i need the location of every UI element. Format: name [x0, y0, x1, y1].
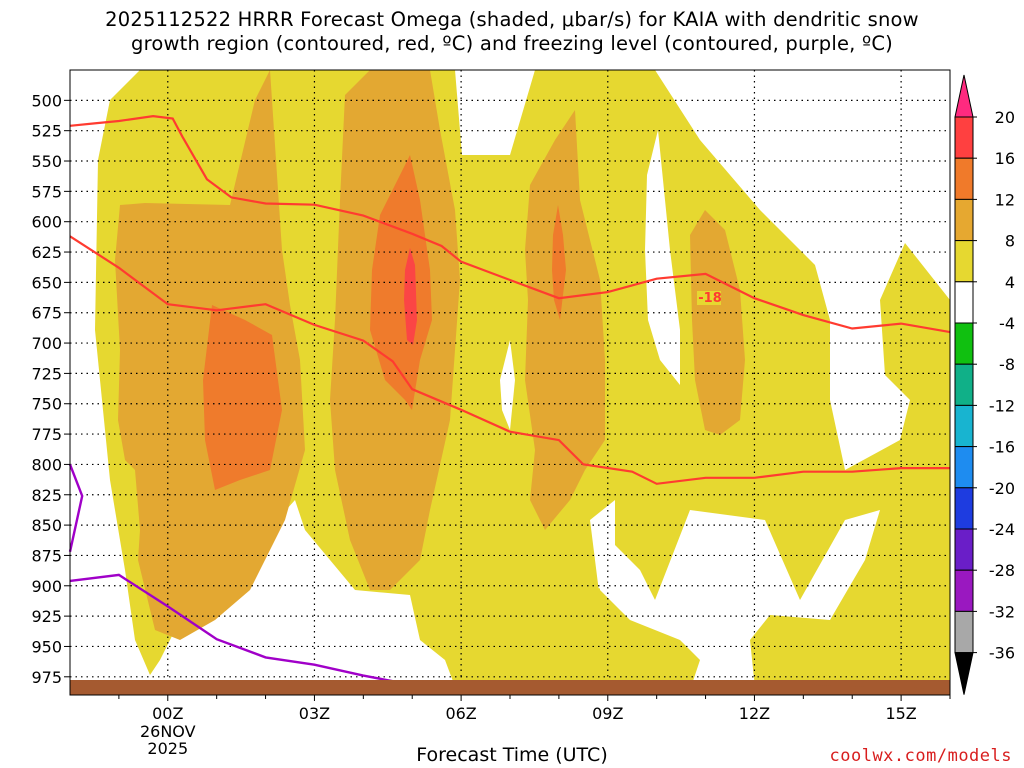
- colorbar-label: -12: [989, 396, 1015, 415]
- colorbar-label: -32: [989, 602, 1015, 621]
- omega-field: [95, 70, 950, 695]
- y-tick-label: 575: [31, 182, 62, 201]
- y-tick-label: 600: [31, 213, 62, 232]
- colorbar-bin: [954, 446, 974, 489]
- colorbar-label: 12: [995, 190, 1015, 209]
- x-tick-label: 12Z: [739, 704, 770, 723]
- y-axis: 500 525 550 575 600 625 650 675 700 725 750 775 800 8…: [31, 91, 70, 687]
- colorbar-label: -28: [989, 561, 1015, 580]
- y-tick-label: 875: [31, 546, 62, 565]
- colorbar: 20 16 12 8 4 -4 -8 -12 -16 -20 -24 -28 -32 -36: [954, 74, 1015, 695]
- y-tick-label: 675: [31, 304, 62, 323]
- colorbar-cap-top: [954, 74, 974, 118]
- omega-hole-1: [500, 340, 515, 430]
- colorbar-bin: [954, 569, 974, 612]
- omega-hole-2: [645, 130, 680, 385]
- y-tick-label: 625: [31, 243, 62, 262]
- omega-hole-3: [600, 515, 700, 640]
- colorbar-bin: [954, 363, 974, 406]
- contour-label-bg: [697, 291, 721, 305]
- y-tick-label: 525: [31, 122, 62, 141]
- title-line-1: 2025112522 HRRR Forecast Omega (shaded, …: [105, 8, 919, 31]
- colorbar-bin: [954, 281, 974, 324]
- y-tick-label: 650: [31, 273, 62, 292]
- y-tick-label: 750: [31, 395, 62, 414]
- freezing-level-line: [68, 463, 84, 553]
- colorbar-label: -8: [999, 355, 1015, 374]
- colorbar-bin: [954, 322, 974, 365]
- colorbar-label: -24: [989, 520, 1015, 539]
- x-date-label: 26NOV: [140, 722, 196, 741]
- colorbar-label: -20: [989, 479, 1015, 498]
- omega-region-8-12-d: [690, 210, 745, 435]
- colorbar-bin: [954, 404, 974, 448]
- colorbar-label: 16: [995, 149, 1015, 168]
- grid: [70, 70, 950, 695]
- colorbar-label: -16: [989, 438, 1015, 457]
- colorbar-label: 20: [995, 108, 1015, 127]
- dendritic-contour-upper: [69, 114, 951, 334]
- omega-region-12-16-c: [552, 205, 566, 320]
- y-tick-label: 850: [31, 516, 62, 535]
- y-tick-label: 800: [31, 455, 62, 474]
- y-tick-label: 825: [31, 486, 62, 505]
- terrain-edge: [70, 680, 950, 695]
- y-tick-label: 725: [31, 364, 62, 383]
- dendritic-contour-lower: [69, 235, 950, 485]
- omega-region-4-8-a: [95, 70, 950, 695]
- colorbar-label: -4: [999, 314, 1015, 333]
- colorbar-bin: [954, 610, 974, 654]
- colorbar-bin: [954, 528, 974, 571]
- y-tick-label: 900: [31, 577, 62, 596]
- colorbar-label: -36: [989, 644, 1015, 663]
- colorbar-bin: [954, 198, 974, 242]
- omega-region-8-12-c: [525, 110, 605, 530]
- y-tick-label: 700: [31, 334, 62, 353]
- y-tick-label: 925: [31, 607, 62, 626]
- freezing-level-line: [69, 573, 428, 689]
- colorbar-bin: [954, 157, 974, 200]
- omega-region-12-16-a: [203, 305, 282, 490]
- colorbar-label: 8: [1005, 232, 1015, 251]
- title-line-2: growth region (contoured, red, ºC) and f…: [131, 32, 893, 55]
- contour-label: -18: [698, 291, 722, 306]
- colorbar-bin: [954, 240, 974, 283]
- y-tick-label: 500: [31, 91, 62, 110]
- x-axis-title: Forecast Time (UTC): [416, 744, 608, 766]
- omega-region-16-20: [404, 248, 417, 345]
- y-tick-label: 950: [31, 637, 62, 656]
- x-tick-label: 15Z: [885, 704, 916, 723]
- colorbar-cap-bottom: [954, 652, 974, 695]
- y-tick-label: 975: [31, 668, 62, 687]
- x-tick-label: 09Z: [592, 704, 623, 723]
- x-tick-label: 06Z: [445, 704, 476, 723]
- chart-title: 2025112522 HRRR Forecast Omega (shaded, …: [0, 8, 1024, 56]
- site-credit[interactable]: coolwx.com/models: [829, 746, 1012, 766]
- colorbar-bin: [954, 487, 974, 530]
- freezing-level-contours: [68, 463, 428, 689]
- x-tick-label: 03Z: [299, 704, 330, 723]
- colorbar-bin: [954, 116, 974, 159]
- y-tick-label: 775: [31, 425, 62, 444]
- x-date-label: 2025: [147, 739, 188, 758]
- dendritic-growth-contours: [69, 114, 951, 485]
- colorbar-label: 4: [1005, 273, 1015, 292]
- y-tick-label: 550: [31, 152, 62, 171]
- x-tick-label: 00Z: [152, 704, 183, 723]
